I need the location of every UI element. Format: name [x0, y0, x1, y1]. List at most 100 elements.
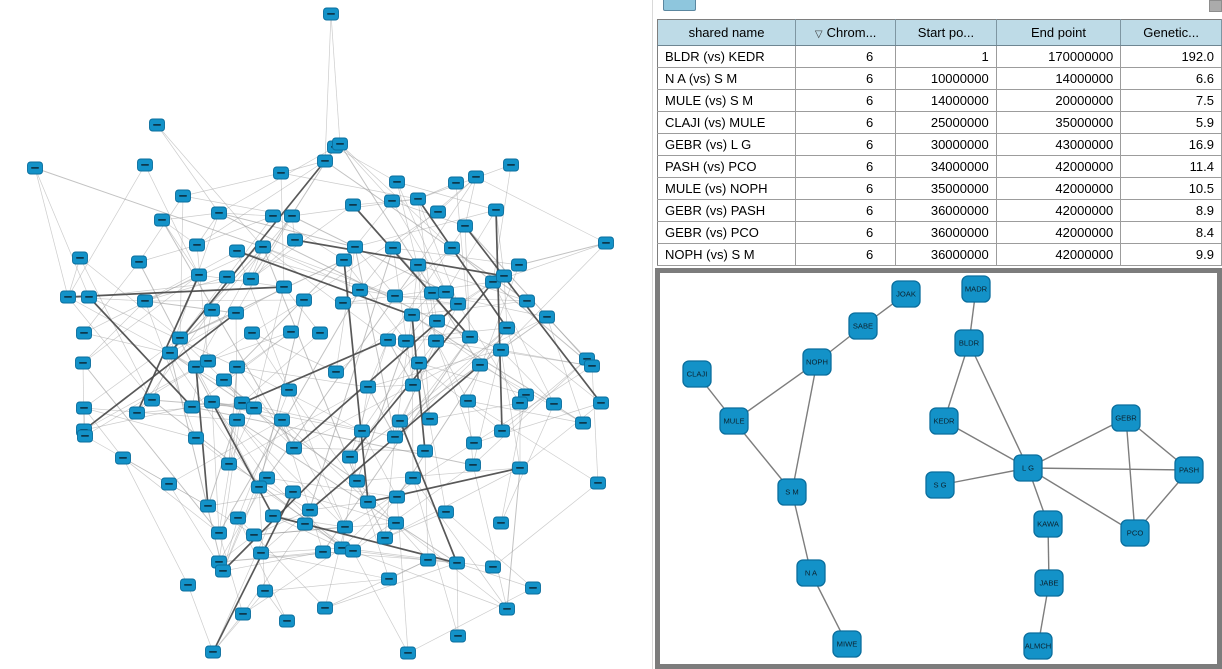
graph-node[interactable]	[410, 192, 426, 206]
graph-node[interactable]	[287, 233, 303, 247]
graph-node[interactable]	[81, 290, 97, 304]
table-cell[interactable]: 6	[795, 221, 897, 244]
graph-node[interactable]	[72, 251, 88, 265]
graph-node[interactable]	[302, 503, 318, 517]
table-cell[interactable]: 1	[895, 45, 997, 68]
graph-node[interactable]	[244, 326, 260, 340]
table-cell[interactable]: 5.9	[1120, 111, 1222, 134]
graph-node[interactable]	[246, 401, 262, 415]
graph-node-kedr[interactable]: KEDR	[929, 407, 959, 435]
graph-node-gebr[interactable]: GEBR	[1111, 404, 1141, 432]
graph-node[interactable]	[488, 203, 504, 217]
table-cell[interactable]: NOPH (vs) S M	[657, 243, 797, 266]
table-row[interactable]: PASH (vs) PCO 6 34000000 42000000 11.4	[657, 155, 1222, 178]
overview-network-panel[interactable]	[0, 0, 655, 669]
table-cell[interactable]: PASH (vs) PCO	[657, 155, 797, 178]
graph-node[interactable]	[342, 450, 358, 464]
graph-node[interactable]	[424, 286, 440, 300]
table-cell[interactable]: GEBR (vs) PASH	[657, 199, 797, 222]
graph-node[interactable]	[137, 294, 153, 308]
graph-node[interactable]	[429, 314, 445, 328]
table-cell[interactable]: 42000000	[996, 221, 1122, 244]
table-cell[interactable]: MULE (vs) NOPH	[657, 177, 797, 200]
graph-node[interactable]	[405, 378, 421, 392]
table-cell[interactable]: GEBR (vs) L G	[657, 133, 797, 156]
table-cell[interactable]: 42000000	[996, 199, 1122, 222]
table-cell[interactable]: 10000000	[895, 67, 997, 90]
table-cell[interactable]: 34000000	[895, 155, 997, 178]
graph-node[interactable]	[297, 517, 313, 531]
graph-node-jabe[interactable]: JABE	[1034, 569, 1064, 597]
graph-node[interactable]	[317, 601, 333, 615]
graph-node[interactable]	[525, 581, 541, 595]
graph-node[interactable]	[219, 270, 235, 284]
graph-node[interactable]	[347, 240, 363, 254]
graph-node[interactable]	[243, 272, 259, 286]
graph-node[interactable]	[468, 170, 484, 184]
table-cell[interactable]: 42000000	[996, 243, 1122, 266]
graph-node[interactable]	[428, 334, 444, 348]
graph-node[interactable]	[590, 476, 606, 490]
graph-node[interactable]	[189, 238, 205, 252]
graph-node[interactable]	[465, 458, 481, 472]
graph-node[interactable]	[229, 360, 245, 374]
table-cell[interactable]: 25000000	[895, 111, 997, 134]
graph-node-miwe[interactable]: MIWE	[832, 630, 862, 658]
graph-node[interactable]	[345, 544, 361, 558]
graph-node[interactable]	[512, 461, 528, 475]
graph-node[interactable]	[420, 553, 436, 567]
graph-node[interactable]	[273, 166, 289, 180]
table-cell[interactable]: 36000000	[895, 243, 997, 266]
graph-node[interactable]	[204, 395, 220, 409]
graph-node[interactable]	[188, 431, 204, 445]
table-cell[interactable]: 7.5	[1120, 89, 1222, 112]
graph-node[interactable]	[137, 158, 153, 172]
table-cell[interactable]: 6	[795, 133, 897, 156]
graph-node[interactable]	[450, 297, 466, 311]
table-cell[interactable]: 14000000	[996, 67, 1122, 90]
table-cell[interactable]: 35000000	[895, 177, 997, 200]
table-row[interactable]: GEBR (vs) PASH 6 36000000 42000000 8.9	[657, 199, 1222, 222]
graph-node[interactable]	[387, 289, 403, 303]
graph-node[interactable]	[546, 397, 562, 411]
column-header-3[interactable]: End point	[996, 19, 1122, 46]
graph-node[interactable]	[255, 240, 271, 254]
graph-node-noph[interactable]: NOPH	[802, 348, 832, 376]
graph-node[interactable]	[449, 556, 465, 570]
graph-node[interactable]	[438, 505, 454, 519]
tab-fragment[interactable]	[663, 0, 696, 11]
table-row[interactable]: CLAJI (vs) MULE 6 25000000 35000000 5.9	[657, 111, 1222, 134]
table-row[interactable]: NOPH (vs) S M 6 36000000 42000000 9.9	[657, 243, 1222, 266]
graph-node[interactable]	[360, 380, 376, 394]
graph-node[interactable]	[216, 373, 232, 387]
graph-node[interactable]	[279, 614, 295, 628]
table-cell[interactable]: GEBR (vs) PCO	[657, 221, 797, 244]
graph-node-pco[interactable]: PCO	[1120, 519, 1150, 547]
graph-node[interactable]	[584, 359, 600, 373]
graph-node[interactable]	[448, 176, 464, 190]
graph-node[interactable]	[493, 516, 509, 530]
graph-node[interactable]	[230, 511, 246, 525]
graph-node[interactable]	[494, 424, 510, 438]
graph-node-joak[interactable]: JOAK	[891, 280, 921, 308]
graph-node[interactable]	[349, 474, 365, 488]
graph-node[interactable]	[274, 413, 290, 427]
graph-node[interactable]	[360, 495, 376, 509]
table-cell[interactable]: 10.5	[1120, 177, 1222, 200]
table-row[interactable]: N A (vs) S M 6 10000000 14000000 6.6	[657, 67, 1222, 90]
graph-node[interactable]	[228, 306, 244, 320]
graph-node[interactable]	[200, 354, 216, 368]
graph-node[interactable]	[235, 607, 251, 621]
table-row[interactable]: BLDR (vs) KEDR 6 1 170000000 192.0	[657, 45, 1222, 68]
graph-node[interactable]	[276, 280, 292, 294]
column-header-4[interactable]: Genetic...	[1120, 19, 1222, 46]
table-row[interactable]: MULE (vs) NOPH 6 35000000 42000000 10.5	[657, 177, 1222, 200]
table-cell[interactable]: 35000000	[996, 111, 1122, 134]
detail-network-panel[interactable]: JOAK MADR SABE BLDR NOPH CLAJI MULE KEDR GEBR L G…	[655, 268, 1222, 669]
graph-node[interactable]	[191, 268, 207, 282]
graph-node[interactable]	[221, 457, 237, 471]
graph-node[interactable]	[381, 572, 397, 586]
table-cell[interactable]: 36000000	[895, 199, 997, 222]
graph-node-s-m[interactable]: S M	[777, 478, 807, 506]
graph-node[interactable]	[503, 158, 519, 172]
